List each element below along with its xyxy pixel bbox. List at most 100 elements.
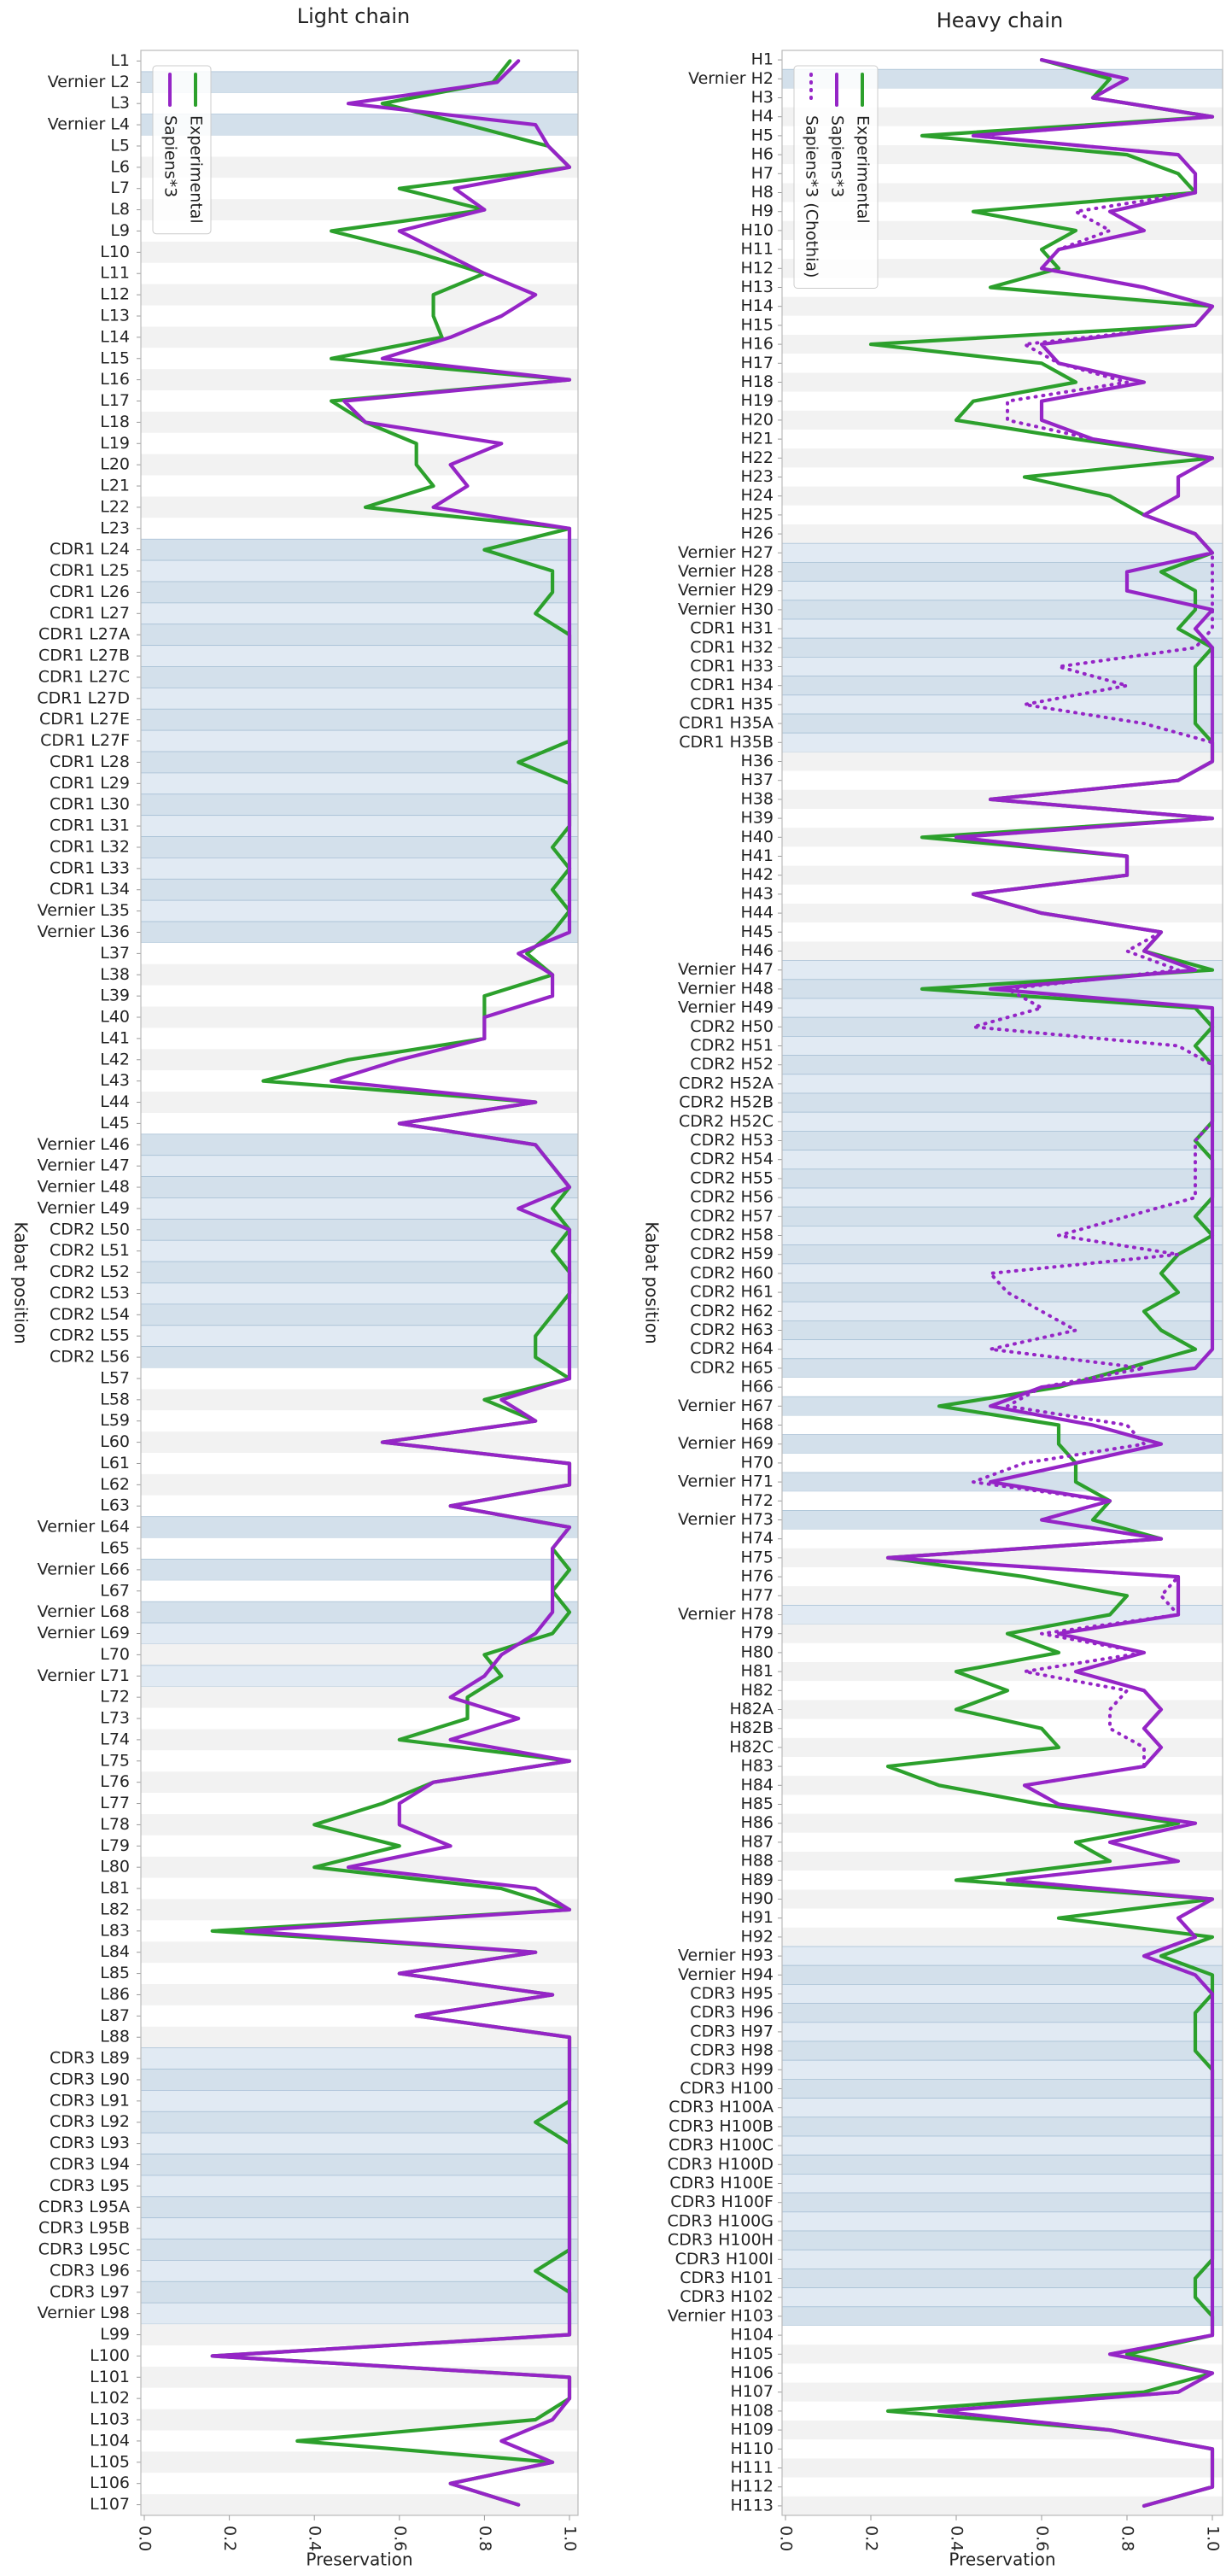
y-tick-label: CDR1 L33 xyxy=(50,858,130,877)
row-band xyxy=(140,1261,579,1284)
y-tick-label: CDR3 H100I xyxy=(675,2250,774,2269)
row-band xyxy=(781,2078,1223,2099)
y-tick-label: L102 xyxy=(90,2389,130,2408)
y-tick-label: Vernier L46 xyxy=(38,1135,130,1154)
y-tick-label: H86 xyxy=(741,1813,774,1832)
y-tick-label: CDR1 H35A xyxy=(679,714,774,733)
y-tick-label: L101 xyxy=(90,2368,130,2386)
y-tick-label: L18 xyxy=(100,413,130,431)
y-tick-label: CDR1 L26 xyxy=(50,583,130,601)
row-band xyxy=(781,1226,1223,1246)
row-band xyxy=(782,1852,1223,1871)
row-band xyxy=(141,475,578,497)
row-band xyxy=(782,1889,1223,1909)
y-tick-label: Vernier H48 xyxy=(678,979,774,998)
row-band xyxy=(782,2458,1223,2478)
row-band xyxy=(781,1168,1223,1189)
y-tick-label: L72 xyxy=(100,1688,130,1707)
row-band xyxy=(781,1964,1223,1985)
y-tick-label: H9 xyxy=(751,202,774,220)
y-tick-label: Vernier L48 xyxy=(38,1178,130,1197)
row-band xyxy=(782,296,1223,316)
y-tick-label: H40 xyxy=(741,828,774,846)
row-band xyxy=(140,836,579,858)
y-tick-label: L105 xyxy=(90,2452,130,2471)
row-band xyxy=(141,2366,578,2388)
y-tick-label: CDR3 L97 xyxy=(50,2282,130,2301)
y-tick-label: CDR3 H98 xyxy=(690,2041,774,2060)
y-tick-label: H4 xyxy=(751,107,774,126)
y-tick-label: CDR1 L30 xyxy=(50,795,130,814)
row-band xyxy=(782,164,1223,184)
y-tick-label: H111 xyxy=(730,2458,774,2477)
y-tick-label: L45 xyxy=(100,1114,130,1133)
row-band xyxy=(140,2047,579,2070)
chart-title: Heavy chain xyxy=(937,9,1064,32)
y-tick-label: CDR2 L50 xyxy=(50,1220,130,1238)
y-tick-label: Vernier L4 xyxy=(48,115,130,134)
row-band xyxy=(141,1112,578,1134)
row-band xyxy=(782,2496,1223,2515)
row-band xyxy=(781,2022,1223,2042)
row-band xyxy=(782,1813,1223,1833)
y-tick-label: CDR3 L95B xyxy=(38,2219,130,2238)
x-tick-label: 0.8 xyxy=(1118,2526,1137,2551)
y-tick-label: Vernier H28 xyxy=(678,562,774,581)
row-band xyxy=(781,1983,1223,2004)
row-band xyxy=(141,2430,578,2452)
row-band xyxy=(782,1548,1223,1567)
row-band xyxy=(141,284,578,306)
y-tick-label: L20 xyxy=(100,455,130,474)
y-tick-label: H113 xyxy=(730,2496,774,2515)
y-tick-label: L82 xyxy=(100,1900,130,1918)
row-band xyxy=(141,1813,578,1835)
row-band xyxy=(782,865,1223,885)
y-tick-label: CDR3 L95A xyxy=(38,2198,130,2216)
row-band xyxy=(782,524,1223,544)
y-tick-label: L70 xyxy=(100,1645,130,1664)
y-tick-label: H25 xyxy=(741,505,774,524)
y-tick-label: CDR3 L95C xyxy=(38,2240,130,2259)
y-tick-label: H14 xyxy=(741,296,774,315)
y-tick-label: L11 xyxy=(100,264,130,283)
row-band xyxy=(141,262,578,284)
y-tick-label: L37 xyxy=(100,944,130,963)
y-tick-label: CDR1 L27 xyxy=(50,604,130,623)
y-tick-label: H90 xyxy=(741,1889,774,1908)
y-tick-label: CDR2 H57 xyxy=(690,1207,774,1226)
y-tick-label: H45 xyxy=(741,922,774,941)
row-band xyxy=(141,305,578,327)
x-tick-label: 0.6 xyxy=(390,2526,409,2551)
row-band xyxy=(141,1877,578,1900)
row-band xyxy=(140,2132,579,2155)
y-tick-label: L19 xyxy=(100,434,130,453)
y-tick-label: H13 xyxy=(741,278,774,296)
y-tick-label: CDR1 H34 xyxy=(690,676,774,694)
y-tick-label: CDR2 H55 xyxy=(690,1168,774,1187)
row-band xyxy=(141,1537,578,1560)
row-band xyxy=(781,2173,1223,2193)
y-tick-label: L15 xyxy=(100,348,130,367)
row-band xyxy=(141,348,578,370)
y-tick-label: L21 xyxy=(100,477,130,495)
legend-label: Sapiens*3 xyxy=(161,115,180,197)
row-band xyxy=(782,828,1223,847)
row-band xyxy=(782,1662,1223,1682)
x-tick-label: 0.0 xyxy=(136,2526,155,2551)
y-tick-label: H74 xyxy=(741,1529,774,1548)
y-tick-label: Vernier L35 xyxy=(38,901,130,920)
y-tick-label: CDR2 H56 xyxy=(690,1188,774,1207)
legend-box xyxy=(793,65,879,289)
y-tick-label: CDR3 H96 xyxy=(690,2003,774,2022)
y-tick-label: H10 xyxy=(741,220,774,239)
row-band xyxy=(781,1244,1223,1265)
y-axis-label: Kabat position xyxy=(642,1221,663,1344)
row-band xyxy=(782,1378,1223,1397)
row-band xyxy=(782,50,1223,70)
row-band xyxy=(782,2439,1223,2459)
y-tick-label: L44 xyxy=(100,1092,130,1111)
row-band xyxy=(781,1016,1223,1037)
y-tick-label: L17 xyxy=(100,391,130,410)
row-band xyxy=(781,1396,1223,1416)
row-band xyxy=(782,1908,1223,1928)
